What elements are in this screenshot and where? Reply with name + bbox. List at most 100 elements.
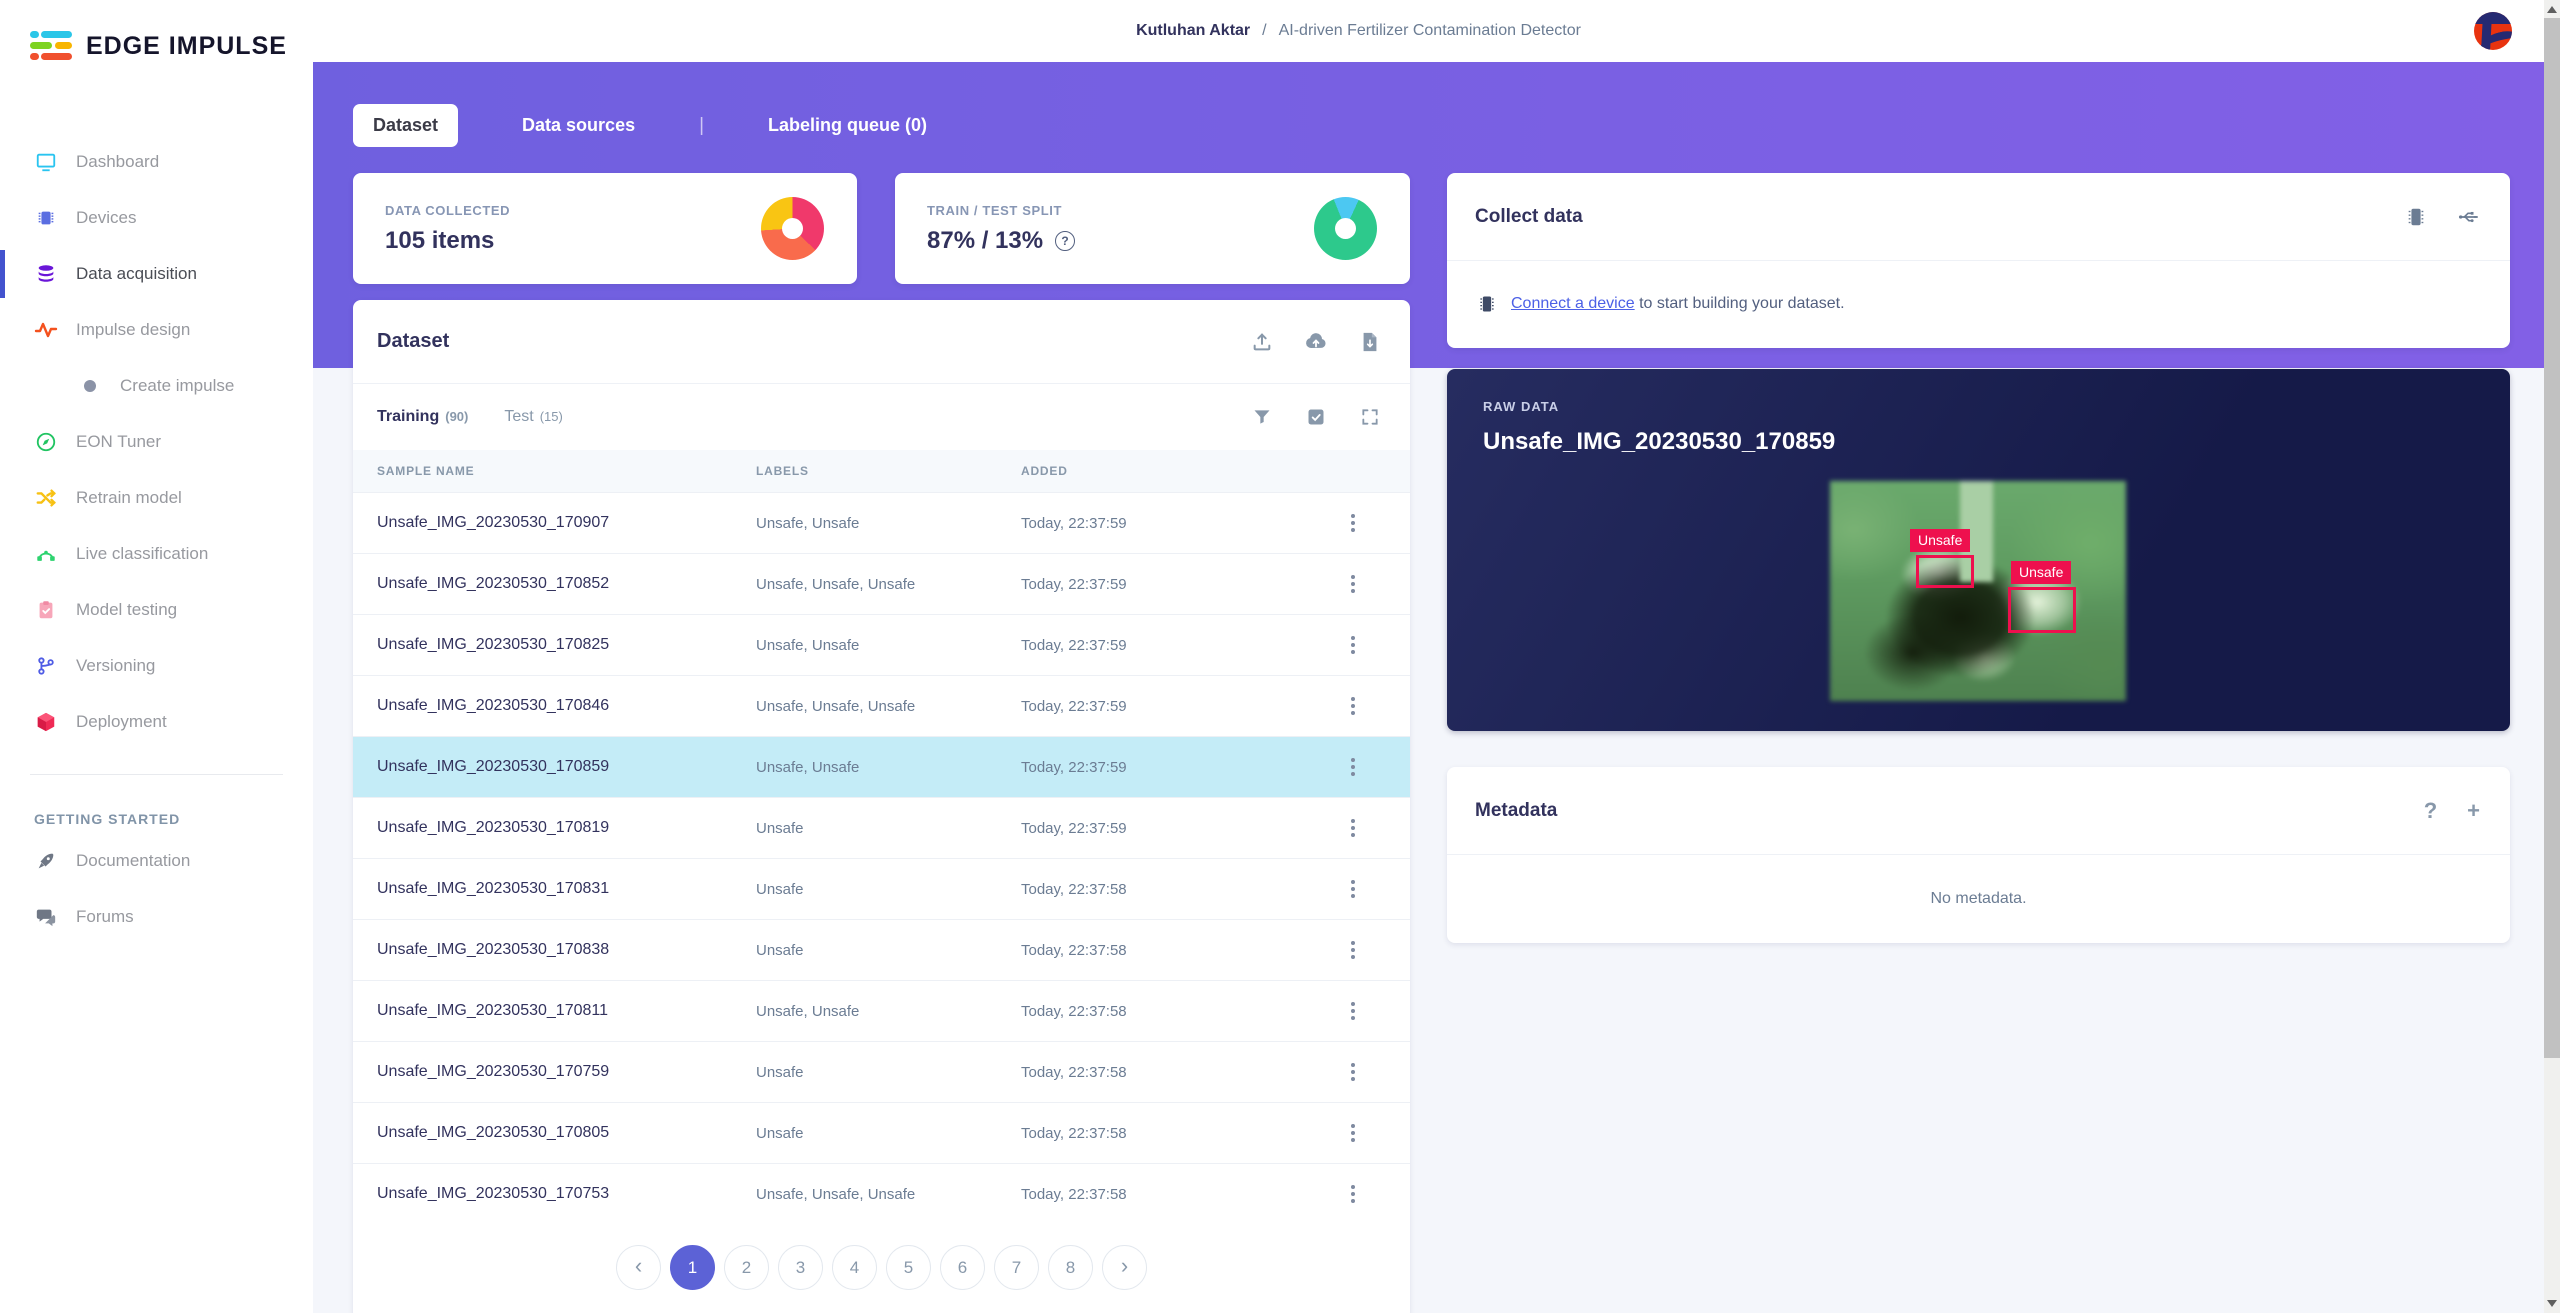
breadcrumb-project: AI-driven Fertilizer Contamination Detec… <box>1278 22 1581 39</box>
table-row[interactable]: Unsafe_IMG_20230530_170907 Unsafe, Unsaf… <box>353 492 1410 553</box>
train-test-split-label: TRAIN / TEST SPLIT <box>927 202 1063 218</box>
sample-image[interactable]: Unsafe Unsafe <box>1830 481 2126 701</box>
device-chip-icon[interactable] <box>2404 205 2428 229</box>
rocket-icon <box>34 849 58 873</box>
table-row[interactable]: Unsafe_IMG_20230530_170831 Unsafe Today,… <box>353 858 1410 919</box>
shuffle-icon <box>34 486 58 510</box>
edge-impulse-logo-icon <box>30 30 72 62</box>
pagination-prev[interactable]: ‹ <box>616 1245 661 1290</box>
pagination-page-3[interactable]: 3 <box>778 1245 823 1290</box>
table-row-selected[interactable]: Unsafe_IMG_20230530_170859 Unsafe, Unsaf… <box>353 736 1410 797</box>
chip-icon <box>34 206 58 230</box>
sidebar-item-data-acquisition[interactable]: Data acquisition <box>0 246 313 302</box>
table-row[interactable]: Unsafe_IMG_20230530_170753 Unsafe, Unsaf… <box>353 1163 1410 1224</box>
help-icon[interactable]: ? <box>2423 797 2438 823</box>
row-menu-icon[interactable] <box>1340 510 1366 536</box>
sidebar-item-eon-tuner[interactable]: EON Tuner <box>0 414 313 470</box>
tab-test[interactable]: Test (15) <box>504 408 563 425</box>
row-menu-icon[interactable] <box>1340 754 1366 780</box>
connect-device-link[interactable]: Connect a device <box>1511 295 1635 312</box>
row-menu-icon[interactable] <box>1340 632 1366 658</box>
pagination-page-5[interactable]: 5 <box>886 1245 931 1290</box>
sidebar-item-live-classification[interactable]: Live classification <box>0 526 313 582</box>
select-checkbox-icon[interactable] <box>1304 405 1328 429</box>
collect-data-title: Collect data <box>1475 205 1583 227</box>
bounding-box-label: Unsafe <box>2011 561 2072 584</box>
sidebar-item-devices[interactable]: Devices <box>0 190 313 246</box>
collect-data-panel: Collect data Connect a device to start b… <box>1447 173 2510 348</box>
expand-icon[interactable] <box>1358 405 1382 429</box>
tab-dataset[interactable]: Dataset <box>353 104 459 147</box>
pagination-page-2[interactable]: 2 <box>724 1245 769 1290</box>
row-menu-icon[interactable] <box>1340 876 1366 902</box>
sidebar-item-deployment[interactable]: Deployment <box>0 694 313 750</box>
connect-device-text: to start building your dataset. <box>1634 295 1845 312</box>
column-labels: LABELS <box>756 464 809 478</box>
dataset-panel: Dataset Training (90) Test (15) <box>353 300 1410 1313</box>
row-menu-icon[interactable] <box>1340 937 1366 963</box>
row-menu-icon[interactable] <box>1340 1181 1366 1207</box>
table-row[interactable]: Unsafe_IMG_20230530_170852 Unsafe, Unsaf… <box>353 553 1410 614</box>
breadcrumb: Kutluhan Aktar / AI-driven Fertilizer Co… <box>1136 22 1581 40</box>
pagination-page-7[interactable]: 7 <box>994 1245 1039 1290</box>
row-menu-icon[interactable] <box>1340 998 1366 1024</box>
compass-icon <box>34 430 58 454</box>
scroll-down-icon[interactable] <box>2547 1300 2557 1307</box>
breadcrumb-user[interactable]: Kutluhan Aktar <box>1136 22 1251 39</box>
table-row[interactable]: Unsafe_IMG_20230530_170838 Unsafe Today,… <box>353 919 1410 980</box>
cloud-upload-icon[interactable] <box>1304 330 1328 354</box>
edge-impulse-logo[interactable]: EDGE IMPULSE <box>30 30 287 62</box>
raw-data-sample-title: Unsafe_IMG_20230530_170859 <box>1483 428 1836 455</box>
export-file-icon[interactable] <box>1358 330 1382 354</box>
table-header: SAMPLE NAME LABELS ADDED <box>353 450 1410 492</box>
tab-labeling-queue[interactable]: Labeling queue (0) <box>768 115 928 135</box>
sidebar-item-documentation[interactable]: Documentation <box>0 833 313 889</box>
metadata-panel: Metadata ? + No metadata. <box>1447 767 2510 943</box>
metadata-title: Metadata <box>1475 799 1558 821</box>
scrollbar-thumb[interactable] <box>2544 18 2560 1058</box>
scroll-up-icon[interactable] <box>2547 6 2557 13</box>
sidebar-item-dashboard[interactable]: Dashboard <box>0 134 313 190</box>
table-row[interactable]: Unsafe_IMG_20230530_170805 Unsafe Today,… <box>353 1102 1410 1163</box>
row-menu-icon[interactable] <box>1340 815 1366 841</box>
top-header: Kutluhan Aktar / AI-driven Fertilizer Co… <box>313 0 2544 62</box>
breadcrumb-separator: / <box>1262 22 1267 39</box>
table-row[interactable]: Unsafe_IMG_20230530_170811 Unsafe, Unsaf… <box>353 980 1410 1041</box>
help-icon[interactable]: ? <box>1055 230 1076 251</box>
pagination-page-6[interactable]: 6 <box>940 1245 985 1290</box>
train-test-split-donut-chart <box>1314 197 1377 260</box>
table-row[interactable]: Unsafe_IMG_20230530_170759 Unsafe Today,… <box>353 1041 1410 1102</box>
data-collected-card: DATA COLLECTED 105 items <box>353 173 857 284</box>
row-menu-icon[interactable] <box>1340 1120 1366 1146</box>
pagination-page-1[interactable]: 1 <box>670 1245 715 1290</box>
chat-bubbles-icon <box>34 905 58 929</box>
sidebar-item-versioning[interactable]: Versioning <box>0 638 313 694</box>
upload-icon[interactable] <box>1250 330 1274 354</box>
sidebar-item-forums[interactable]: Forums <box>0 889 313 945</box>
pagination-page-8[interactable]: 8 <box>1048 1245 1093 1290</box>
sidebar-item-retrain-model[interactable]: Retrain model <box>0 470 313 526</box>
row-menu-icon[interactable] <box>1340 1059 1366 1085</box>
page-scrollbar[interactable] <box>2544 0 2560 1313</box>
sidebar-item-model-testing[interactable]: Model testing <box>0 582 313 638</box>
tabs-divider: | <box>699 114 705 136</box>
sidebar-item-impulse-design[interactable]: Impulse design <box>0 302 313 358</box>
add-metadata-icon[interactable]: + <box>2467 797 2480 823</box>
table-row[interactable]: Unsafe_IMG_20230530_170846 Unsafe, Unsaf… <box>353 675 1410 736</box>
tab-training[interactable]: Training (90) <box>377 408 469 425</box>
usb-icon[interactable] <box>2456 205 2480 229</box>
bezier-nodes-icon <box>34 542 58 566</box>
sidebar-item-create-impulse[interactable]: Create impulse <box>0 358 313 414</box>
avatar[interactable] <box>2474 12 2512 50</box>
raw-data-panel: RAW DATA Unsafe_IMG_20230530_170859 Unsa… <box>1447 369 2510 731</box>
row-menu-icon[interactable] <box>1340 571 1366 597</box>
pagination-next[interactable]: › <box>1102 1245 1147 1290</box>
tab-data-sources[interactable]: Data sources <box>522 115 636 135</box>
table-row[interactable]: Unsafe_IMG_20230530_170825 Unsafe, Unsaf… <box>353 614 1410 675</box>
filter-icon[interactable] <box>1250 405 1274 429</box>
table-row[interactable]: Unsafe_IMG_20230530_170819 Unsafe Today,… <box>353 797 1410 858</box>
pagination-page-4[interactable]: 4 <box>832 1245 877 1290</box>
monitor-icon <box>34 150 58 174</box>
train-test-split-card: TRAIN / TEST SPLIT 87% / 13% ? <box>895 173 1410 284</box>
row-menu-icon[interactable] <box>1340 693 1366 719</box>
